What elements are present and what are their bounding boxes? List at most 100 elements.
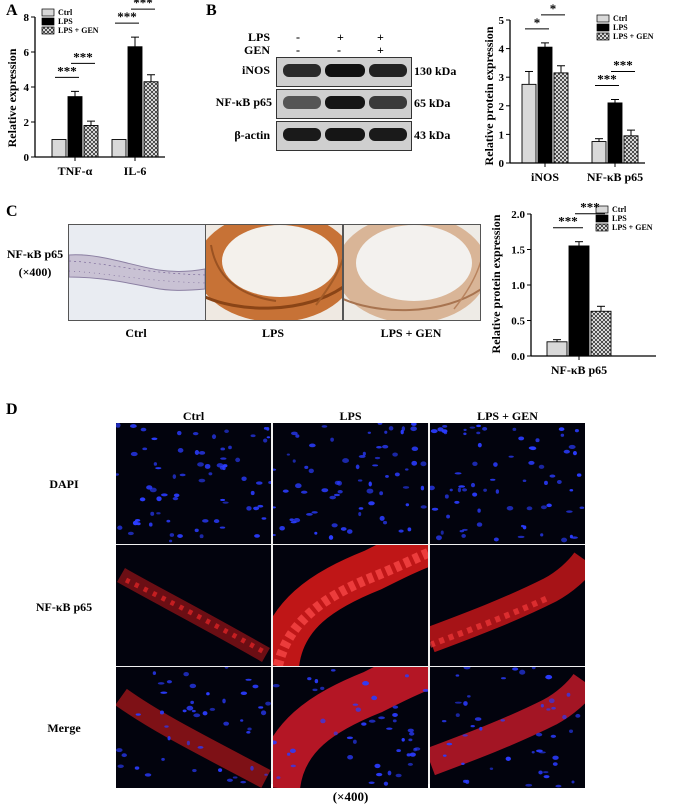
nucleus xyxy=(540,505,547,510)
nucleus xyxy=(222,501,229,504)
ihc-image-lps-gen xyxy=(343,224,481,321)
if-magnification: (×400) xyxy=(332,789,369,804)
nucleus xyxy=(189,683,197,689)
nucleus xyxy=(368,719,376,723)
nucleus xyxy=(232,776,238,779)
nucleus xyxy=(224,429,229,434)
nucleus xyxy=(273,740,277,745)
nucleus xyxy=(257,504,264,508)
ihc-image-lps xyxy=(205,224,343,321)
if-image-nfkb-lps xyxy=(273,545,428,666)
nucleus xyxy=(566,510,573,513)
blot-row-label-actin: β-actin xyxy=(234,128,270,142)
nucleus xyxy=(346,529,353,534)
legend-label-ctrl: Ctrl xyxy=(58,8,73,17)
nucleus xyxy=(531,751,535,754)
nucleus xyxy=(572,451,577,456)
nucleus xyxy=(263,438,268,443)
nucleus xyxy=(153,462,158,466)
chart-a: Relative expression Ctrl LPS LPS + GEN 0… xyxy=(5,0,165,178)
panel-letter-c: C xyxy=(6,203,18,220)
nucleus xyxy=(407,762,413,766)
nucleus xyxy=(543,775,550,779)
legend-label-lps-gen: LPS + GEN xyxy=(612,223,653,232)
nucleus xyxy=(528,460,535,465)
nucleus xyxy=(186,705,194,711)
significance-label: *** xyxy=(57,63,77,78)
bar-lps xyxy=(127,46,143,158)
nucleus xyxy=(560,433,565,437)
nucleus xyxy=(266,436,271,439)
ihc-tissue-lps-gen xyxy=(344,225,480,320)
blot-treatment-label-lps: LPS xyxy=(247,30,270,44)
nucleus xyxy=(463,432,467,436)
if-column-label-lps-gen: LPS + GEN xyxy=(477,409,538,423)
nucleus xyxy=(394,472,400,477)
nucleus xyxy=(254,534,260,538)
nucleus xyxy=(228,445,232,450)
nucleus xyxy=(489,767,494,770)
y-tick-label: 3 xyxy=(499,72,505,84)
significance-label: *** xyxy=(133,0,153,10)
nucleus xyxy=(525,783,533,787)
nucleus xyxy=(220,457,227,460)
nucleus xyxy=(472,492,478,497)
nucleus xyxy=(140,427,147,432)
nucleus xyxy=(535,732,543,737)
nucleus xyxy=(135,713,141,716)
nucleus xyxy=(519,669,526,675)
ihc-tissue-ctrl xyxy=(69,254,205,291)
nucleus xyxy=(461,533,466,538)
y-tick-label: 2 xyxy=(499,101,505,113)
nucleus xyxy=(409,731,415,736)
bar-lps-gen xyxy=(143,81,159,158)
nucleus xyxy=(293,517,301,523)
legend-label-lps: LPS xyxy=(613,23,628,32)
nucleus xyxy=(361,722,367,726)
blot-band xyxy=(325,96,365,109)
nucleus xyxy=(172,497,179,501)
nucleus xyxy=(366,488,374,494)
nucleus xyxy=(240,719,244,722)
x-tick-label: NF-κB p65 xyxy=(587,170,643,184)
blot-strip-actin xyxy=(276,121,412,151)
nucleus xyxy=(150,511,155,516)
nucleus xyxy=(576,473,582,477)
nucleus xyxy=(463,701,468,706)
significance-label: *** xyxy=(558,214,578,229)
nucleus xyxy=(441,719,447,723)
ihc-magnification: (×400) xyxy=(18,265,52,279)
if-image-nfkb-ctrl xyxy=(116,545,271,666)
nucleus xyxy=(282,489,289,493)
nucleus xyxy=(291,431,298,436)
nucleus xyxy=(312,688,318,692)
panel-letter-a: A xyxy=(6,2,18,19)
nucleus xyxy=(273,684,280,688)
nucleus xyxy=(255,481,263,485)
lane1-lps-sign: - xyxy=(296,30,300,44)
nucleus xyxy=(358,511,362,517)
nucleus xyxy=(458,485,466,488)
nucleus xyxy=(134,518,141,522)
nucleus xyxy=(548,698,555,704)
lane1-gen-sign: - xyxy=(296,43,300,57)
blot-band xyxy=(325,64,365,77)
nucleus xyxy=(457,487,462,493)
nucleus xyxy=(569,729,574,734)
nucleus xyxy=(253,506,260,511)
nucleus xyxy=(204,463,211,469)
legend-swatch-ctrl xyxy=(41,8,55,17)
nucleus xyxy=(470,482,476,488)
if-image-dapi-ctrl xyxy=(116,423,271,544)
nucleus xyxy=(179,473,186,477)
nucleus xyxy=(368,481,372,487)
nucleus xyxy=(166,680,172,684)
nucleus xyxy=(401,737,405,742)
significance-label: * xyxy=(534,15,541,30)
nucleus xyxy=(314,531,318,535)
nucleus xyxy=(286,453,290,456)
nucleus xyxy=(130,424,137,428)
nucleus xyxy=(435,535,442,541)
nucleus xyxy=(192,768,197,773)
bar-lps-gen xyxy=(553,72,569,164)
